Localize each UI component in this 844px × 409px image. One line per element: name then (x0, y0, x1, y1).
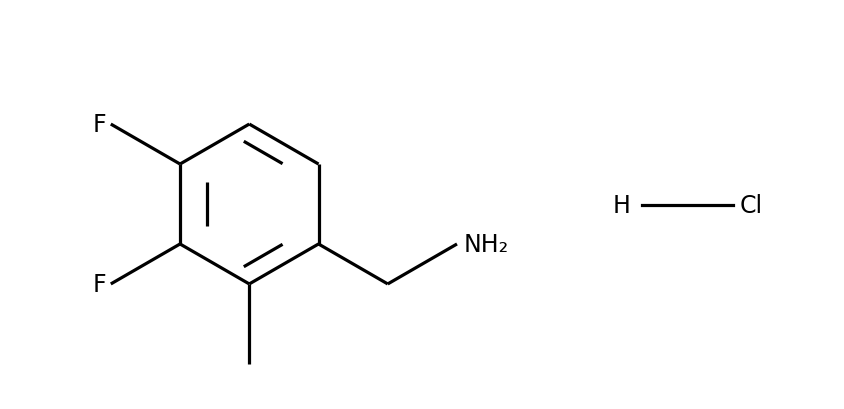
Text: F: F (93, 113, 106, 137)
Text: NH₂: NH₂ (463, 232, 508, 256)
Text: H: H (611, 193, 630, 217)
Text: F: F (93, 272, 106, 296)
Text: Cl: Cl (738, 193, 761, 217)
